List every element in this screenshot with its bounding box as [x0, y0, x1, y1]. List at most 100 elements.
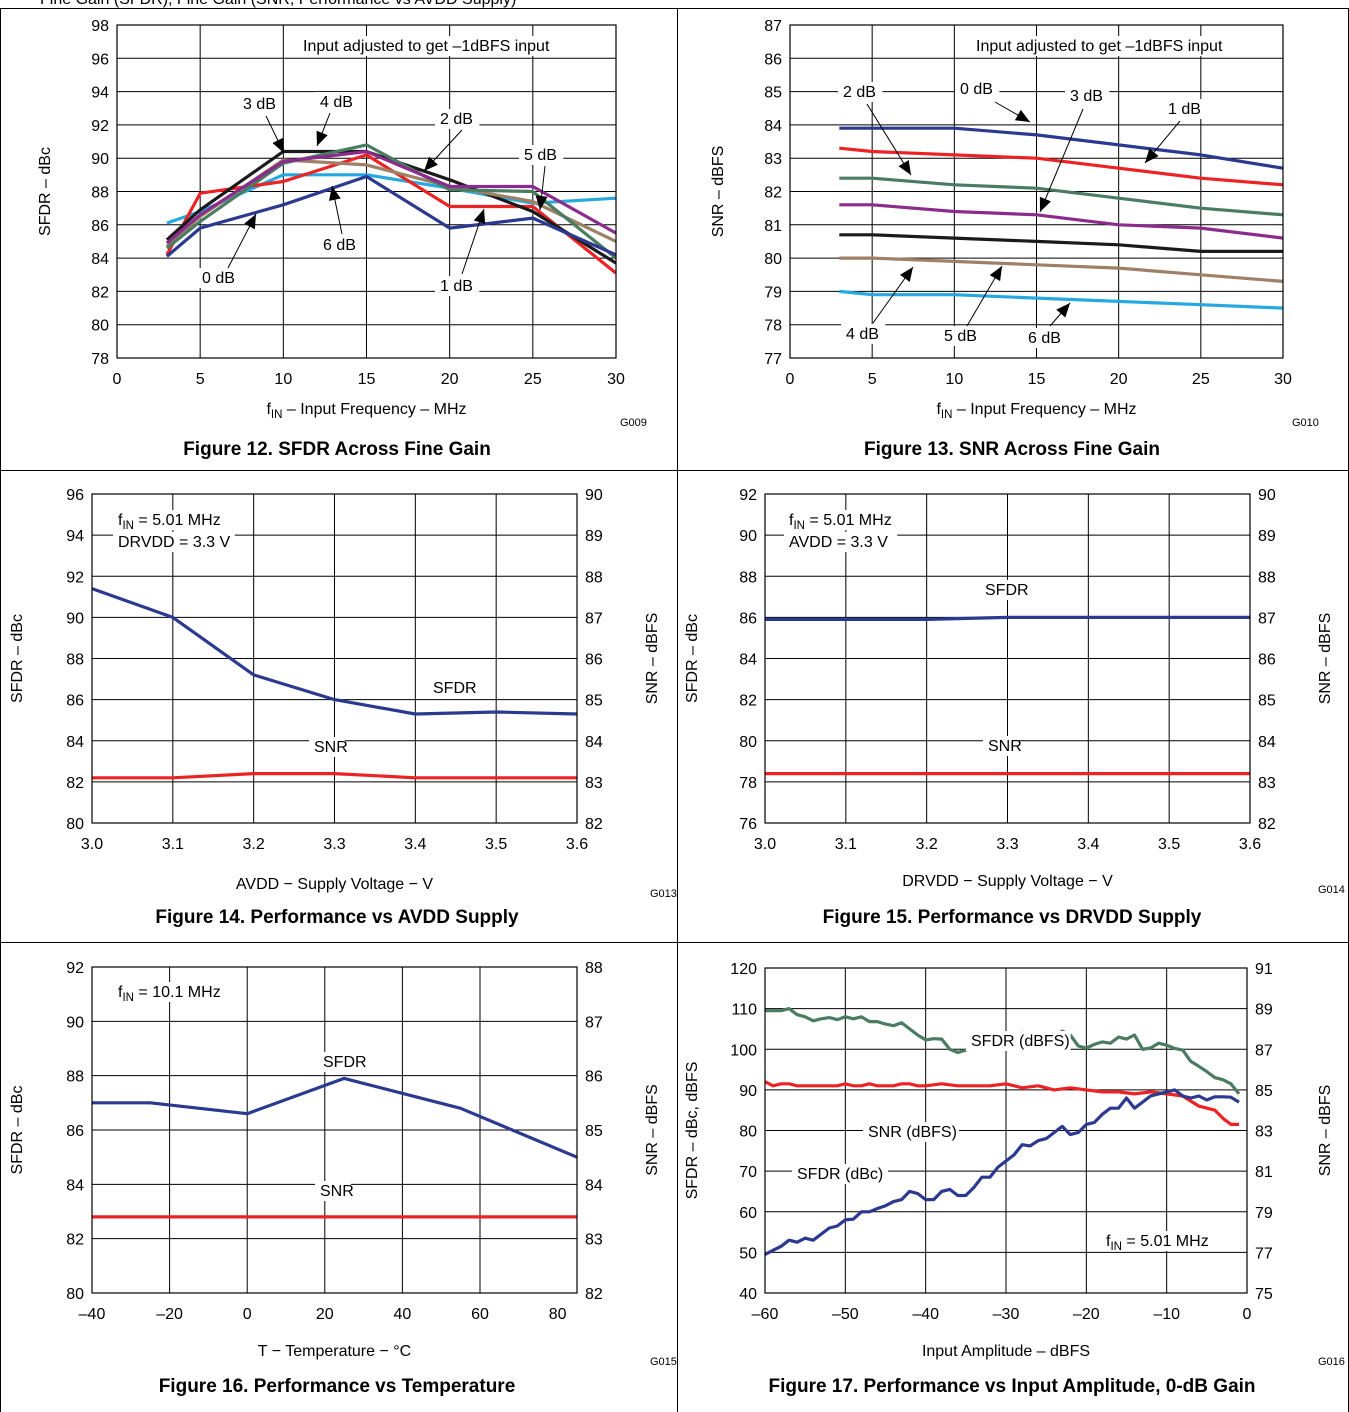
y-tick-label: 83 [764, 151, 782, 168]
y-tick-label: 50 [739, 1245, 757, 1262]
x-tick-label: 80 [549, 1306, 567, 1323]
figure-14-panel: 3.0 3.1 3.2 3.3 3.4 3.5 3.6 80 82 84 86 88 90 92 94 96 8… [0, 471, 677, 942]
x-tick-label: –40 [79, 1306, 106, 1323]
series-line [165, 143, 617, 260]
y-tick-label: 88 [66, 1069, 84, 1086]
condition-fin-bg [113, 982, 244, 1002]
series-line [91, 587, 578, 716]
y-axis-label: SFDR – dBc [9, 1086, 26, 1175]
y-tick-label: 80 [739, 1124, 757, 1141]
y-right-tick-label: 85 [585, 1123, 603, 1140]
series-label-3db: 3 dB [1070, 88, 1103, 105]
y-tick-label: 84 [66, 1177, 84, 1194]
y-axis-label: SFDR – dBc [37, 147, 54, 236]
y-axis-label: SFDR – dBc, dBFS [684, 1062, 701, 1200]
series-line [165, 149, 617, 265]
x-tick-label: 25 [524, 371, 542, 388]
y-right-tick-label: 89 [585, 528, 603, 545]
series-label-5db-bg [939, 326, 984, 346]
y-right-tick-label: 84 [585, 1177, 603, 1194]
y-tick-label: 120 [730, 961, 757, 978]
y-tick-label: 87 [764, 18, 782, 35]
y-tick-label: 80 [66, 1286, 84, 1303]
series-label-2db-bg [435, 109, 480, 129]
x-tick-label: 3.3 [323, 836, 345, 853]
page-header-text: Fine Gain (SFDR), Fine Gain (SNR, Perfor… [40, 0, 516, 9]
x-tick-label: 3.4 [404, 836, 426, 853]
x-tick-label: 3.6 [1239, 836, 1261, 853]
label-arrow-3db-head [272, 137, 284, 153]
chart-annotation-bg [971, 36, 1274, 56]
label-arrow-6db-head [1056, 303, 1070, 318]
y-tick-label: 84 [66, 734, 84, 751]
y-tick-label: 81 [764, 218, 782, 235]
series-label-snr: SNR [320, 1183, 354, 1200]
condition-supply: AVDD = 3.3 V [789, 534, 888, 551]
plot-frame [91, 966, 578, 1294]
x-tick-label: –20 [156, 1306, 183, 1323]
y-tick-label: 82 [66, 1232, 84, 1249]
x-tick-label: 15 [358, 371, 376, 388]
series-label-sfdr: SFDR [985, 582, 1029, 599]
figure-12-chart: 0 5 10 15 20 25 30 78 80 82 84 86 88 90 92 94 96 98 fIN – … [37, 18, 625, 421]
series-label-sfdr-bg [318, 1052, 363, 1072]
y-tick-label: 60 [739, 1205, 757, 1222]
y-right-tick-label: 87 [585, 1014, 603, 1031]
y-right-axis-label: SNR – dBFS [644, 613, 661, 705]
figure-code: G013 [650, 888, 677, 900]
y-tick-label: 88 [66, 652, 84, 669]
plot-frame [789, 24, 1284, 359]
series-label-sfdr-dbfs: SFDR (dBFS) [971, 1033, 1070, 1050]
y-tick-label: 110 [731, 1002, 757, 1019]
series-line [765, 1006, 1241, 1095]
series-line [92, 772, 577, 780]
y-tick-label: 98 [91, 18, 109, 35]
label-arrow-4db-head [316, 130, 328, 146]
chart-annotation-bg [298, 36, 601, 56]
y-right-axis-label: SNR – dBFS [644, 1084, 661, 1176]
figure-code: G009 [620, 417, 647, 429]
x-tick-label: 3.5 [485, 836, 507, 853]
x-tick-label: 10 [274, 371, 292, 388]
y-tick-label: 88 [739, 569, 757, 586]
series-line [839, 203, 1284, 240]
frame-row2-divider [0, 942, 1349, 943]
x-tick-label: –30 [993, 1306, 1020, 1323]
y-right-tick-label: 82 [585, 1286, 603, 1303]
y-right-tick-label: 91 [1255, 961, 1273, 978]
label-arrow-2db-head [424, 156, 438, 171]
y-tick-label: 92 [66, 569, 84, 586]
x-tick-label: 40 [394, 1306, 412, 1323]
y-tick-label: 86 [739, 610, 757, 627]
x-axis-label: T − Temperature − °C [258, 1343, 411, 1360]
figure-13-panel: 0 5 10 15 20 25 30 77 78 79 80 81 82 83 84 85 86 87 fIN – … [675, 0, 1349, 470]
x-tick-label: 3.1 [162, 836, 184, 853]
y-tick-label: 96 [66, 487, 84, 504]
x-axis-label: DRVDD − Supply Voltage − V [902, 873, 1113, 890]
plot-frame [764, 967, 1248, 1294]
label-arrow-2db-head [898, 159, 911, 175]
x-tick-label: 10 [945, 371, 963, 388]
series-line [92, 1076, 578, 1159]
y-right-tick-label: 90 [1258, 487, 1276, 504]
figure-caption: Figure 15. Performance vs DRVDD Supply [822, 907, 1202, 928]
y-right-axis-label: SNR – dBFS [1317, 1085, 1334, 1177]
y-right-tick-label: 84 [585, 734, 603, 751]
y-right-tick-label: 89 [1258, 528, 1276, 545]
y-tick-label: 80 [764, 251, 782, 268]
x-tick-label: 0 [1243, 1306, 1252, 1323]
y-tick-label: 82 [91, 284, 109, 301]
series-label-0db-bg [197, 268, 242, 288]
x-axis-label: fIN – Input Frequency – MHz [266, 401, 466, 421]
x-tick-label: 3.6 [566, 836, 588, 853]
x-tick-label: –40 [912, 1306, 939, 1323]
series-line [839, 126, 1284, 170]
condition-fin: fIN = 10.1 MHz [118, 984, 221, 1004]
x-tick-label: 20 [316, 1306, 334, 1323]
x-axis-label: Input Amplitude – dBFS [922, 1343, 1090, 1360]
y-right-tick-label: 88 [1258, 569, 1276, 586]
series-label-sfdr: SFDR [323, 1054, 367, 1071]
condition-fin-bg [1101, 1231, 1232, 1251]
y-right-tick-label: 89 [1255, 1002, 1273, 1019]
y-tick-label: 85 [764, 85, 782, 102]
